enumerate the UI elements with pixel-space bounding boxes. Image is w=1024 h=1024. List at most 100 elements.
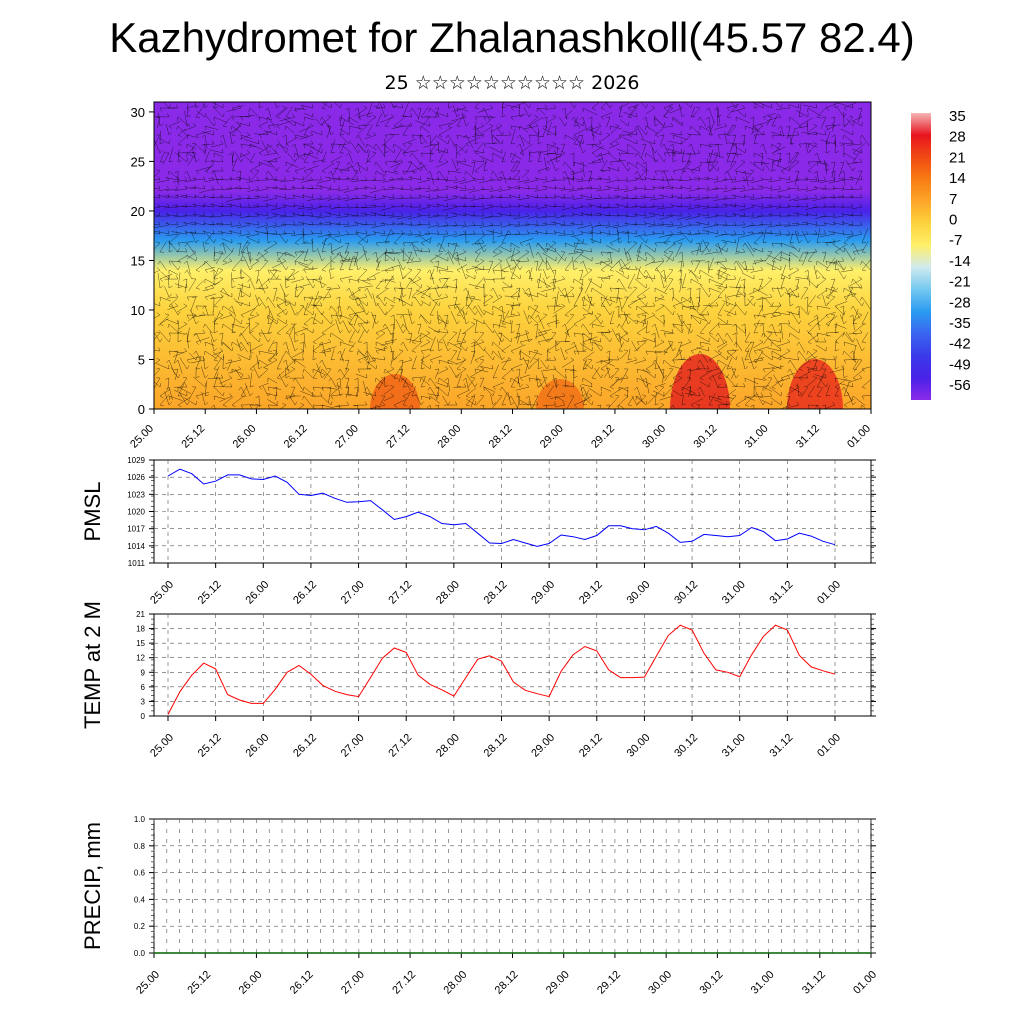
- y-tick-label: 1011: [128, 559, 146, 568]
- x-tick-label: 28.00: [441, 969, 469, 997]
- heatmap-y-tick-label: 10: [131, 303, 145, 318]
- y-tick-label: 1.0: [134, 815, 146, 824]
- y-tick-label: 0.6: [134, 869, 146, 878]
- colorbar-label: 14: [949, 170, 966, 187]
- colorbar-label: -28: [949, 294, 971, 311]
- y-tick-label: 0.0: [134, 949, 146, 958]
- x-tick-label: 27.12: [386, 579, 414, 607]
- colorbar-label: 7: [949, 191, 957, 208]
- x-tick-label: 28.12: [493, 969, 521, 997]
- heatmap-y-tick-label: 5: [138, 352, 145, 367]
- x-tick-label: 01.00: [815, 579, 843, 607]
- colorbar-label: -21: [949, 274, 971, 291]
- x-tick-label: 25.00: [148, 732, 176, 760]
- y-tick-label: 1014: [127, 542, 145, 551]
- panel-frame: [153, 613, 872, 717]
- y-tick-label: 0.8: [134, 842, 146, 851]
- heatmap-x-tick-label: 28.00: [435, 423, 463, 451]
- heatmap-y-tick-label: 20: [131, 204, 145, 219]
- x-tick-label: 31.12: [768, 732, 796, 760]
- x-tick-label: 31.12: [768, 579, 796, 607]
- x-tick-label: 26.12: [288, 969, 316, 997]
- y-tick-label: 0.4: [134, 895, 146, 904]
- colorbar-label: 21: [949, 149, 966, 166]
- x-tick-label: 28.00: [434, 579, 462, 607]
- y-tick-label: 0: [141, 712, 146, 721]
- chart-subtitle: 25 ☆☆☆☆☆☆☆☆☆☆ 2026: [384, 72, 640, 94]
- y-tick-label: 21: [136, 610, 145, 619]
- heatmap-x-tick-label: 31.12: [794, 423, 822, 451]
- y-tick-label: 18: [136, 625, 145, 634]
- x-tick-label: 31.00: [749, 969, 777, 997]
- colorbar: 35 28 21 14 7 0 -7 -14 -21 -28 -35 -42 -49 -56: [911, 108, 971, 400]
- y-tick-label: 15: [136, 639, 145, 648]
- heatmap-x-tick-label: 31.00: [743, 423, 771, 451]
- x-tick-label: 26.00: [243, 732, 271, 760]
- heatmap-x-tick-label: 25.00: [128, 423, 156, 451]
- heatmap-x-tick-label: 28.12: [487, 423, 515, 451]
- series-line: [167, 624, 836, 715]
- y-axis-label: PRECIP, mm: [80, 822, 105, 950]
- x-tick-label: 30.12: [672, 579, 700, 607]
- y-axis-label: PMSL: [80, 482, 105, 542]
- x-tick-label: 27.00: [339, 969, 367, 997]
- chart-title: Kazhydromet for Zhalanashkoll(45.57 82.4…: [109, 14, 915, 61]
- y-tick-label: 6: [141, 683, 146, 692]
- x-tick-label: 29.12: [577, 579, 605, 607]
- x-tick-label: 01.00: [815, 732, 843, 760]
- x-tick-label: 29.00: [544, 969, 572, 997]
- x-tick-label: 26.00: [237, 969, 265, 997]
- y-tick-label: 12: [136, 654, 145, 663]
- colorbar-labels: 35 28 21 14 7 0 -7 -14 -21 -28 -35 -42 -49 -56: [949, 108, 971, 394]
- colorbar-label: -14: [949, 253, 971, 270]
- heatmap-x-tick-label: 26.12: [282, 423, 310, 451]
- y-tick-label: 1020: [127, 508, 145, 517]
- y-tick-label: 1026: [127, 473, 145, 482]
- heatmap-x-tick-label: 27.12: [384, 423, 412, 451]
- wind-barb-lines: [154, 102, 871, 409]
- x-tick-label: 25.12: [185, 969, 213, 997]
- heatmap-x-tick-label: 30.12: [692, 423, 720, 451]
- series-line: [167, 468, 836, 547]
- colorbar-bar: [911, 113, 931, 400]
- heatmap-y-tick-label: 15: [131, 253, 145, 268]
- x-tick-label: 31.00: [720, 579, 748, 607]
- x-tick-label: 28.12: [482, 579, 510, 607]
- x-tick-label: 31.12: [800, 969, 828, 997]
- heatmap-x-tick-label: 27.00: [333, 423, 361, 451]
- heatmap-y-tick-label: 25: [131, 154, 145, 169]
- x-tick-label: 28.00: [434, 732, 462, 760]
- x-tick-label: 27.00: [339, 579, 367, 607]
- pmsl-panel: 1011 1014 1017 1020 1023 1026 1029 25.00 25.12 26…: [80, 456, 876, 607]
- x-tick-label: 27.12: [390, 969, 418, 997]
- heatmap-y-tick-label: 0: [138, 402, 145, 417]
- heatmap-x-tick-label: 30.00: [640, 423, 668, 451]
- colorbar-label: -49: [949, 356, 971, 373]
- colorbar-label: 35: [949, 108, 966, 125]
- x-tick-label: 26.12: [291, 732, 319, 760]
- y-tick-label: 9: [141, 668, 146, 677]
- y-tick-label: 3: [141, 697, 146, 706]
- x-tick-label: 30.00: [625, 579, 653, 607]
- y-tick-label: 1029: [127, 456, 145, 465]
- x-tick-label: 31.00: [720, 732, 748, 760]
- x-tick-label: 29.00: [529, 579, 557, 607]
- heatmap-x-tick-label: 25.12: [179, 423, 207, 451]
- wind-barbs: [154, 102, 871, 409]
- heatmap-x-tick-label: 26.00: [231, 423, 259, 451]
- x-tick-label: 28.12: [482, 732, 510, 760]
- x-tick-label: 30.12: [698, 969, 726, 997]
- x-tick-label: 25.00: [134, 969, 162, 997]
- x-tick-label: 27.12: [386, 732, 414, 760]
- y-tick-label: 1017: [127, 525, 145, 534]
- x-tick-label: 29.12: [595, 969, 623, 997]
- colorbar-label: -7: [949, 232, 962, 249]
- heatmap-panel: 0 5 10 15 20 25 30 25.00 25.12 26.00 26.12 27.00 27.…: [128, 101, 873, 451]
- x-tick-label: 01.00: [851, 969, 879, 997]
- colorbar-label: 28: [949, 129, 966, 146]
- x-tick-label: 29.12: [577, 732, 605, 760]
- y-tick-label: 0.2: [134, 922, 146, 931]
- x-tick-label: 25.00: [148, 579, 176, 607]
- x-tick-label: 30.00: [625, 732, 653, 760]
